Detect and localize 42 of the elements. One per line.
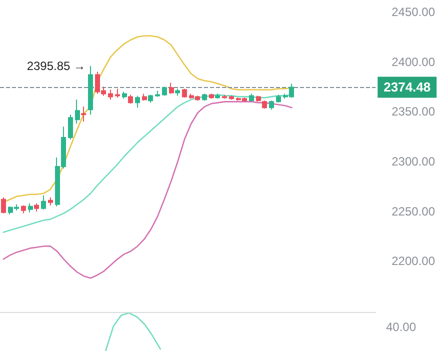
candlestick <box>162 86 167 96</box>
candlestick <box>276 94 281 104</box>
candlestick <box>75 99 80 124</box>
candlestick <box>135 95 140 108</box>
candlestick <box>229 95 234 100</box>
text: 40.00 <box>386 320 416 334</box>
candlestick <box>175 88 180 96</box>
line-series <box>2 101 292 279</box>
candlestick <box>222 94 227 100</box>
candlestick <box>249 93 254 102</box>
y-tick-label: 2350.00 <box>392 104 436 119</box>
candlestick <box>269 100 274 110</box>
candlestick <box>209 93 214 100</box>
candlestick <box>1 196 6 214</box>
candlestick <box>155 90 160 98</box>
candlestick <box>142 93 147 102</box>
candlestick <box>88 65 93 116</box>
candlestick <box>122 91 127 100</box>
candlestick <box>115 88 120 98</box>
candlestick <box>215 93 220 100</box>
candlestick <box>128 94 133 104</box>
y-tick-label: 2250.00 <box>392 204 436 218</box>
annotation: 2395.85 → <box>26 58 86 73</box>
candlestick <box>28 202 33 213</box>
candlestick <box>182 88 187 98</box>
candlestick <box>68 114 73 140</box>
candlestick <box>202 93 207 102</box>
candlestick <box>148 94 153 104</box>
candlestick <box>41 194 46 210</box>
y-tick-label: 2400.00 <box>392 54 436 69</box>
y-tick-label: 2300.00 <box>392 154 436 168</box>
candlestick <box>81 106 86 122</box>
candlestick <box>256 95 261 102</box>
candlestick <box>262 100 267 110</box>
candlestick <box>34 202 39 212</box>
y-tick-label: 2200.00 <box>392 254 436 268</box>
candlestick <box>21 204 26 214</box>
y-tick-label: 2450.00 <box>392 4 436 19</box>
ref-line-label: 2374.48 <box>384 80 431 95</box>
candlestick <box>48 196 53 206</box>
candlestick <box>108 89 113 100</box>
candlestick <box>169 82 174 94</box>
